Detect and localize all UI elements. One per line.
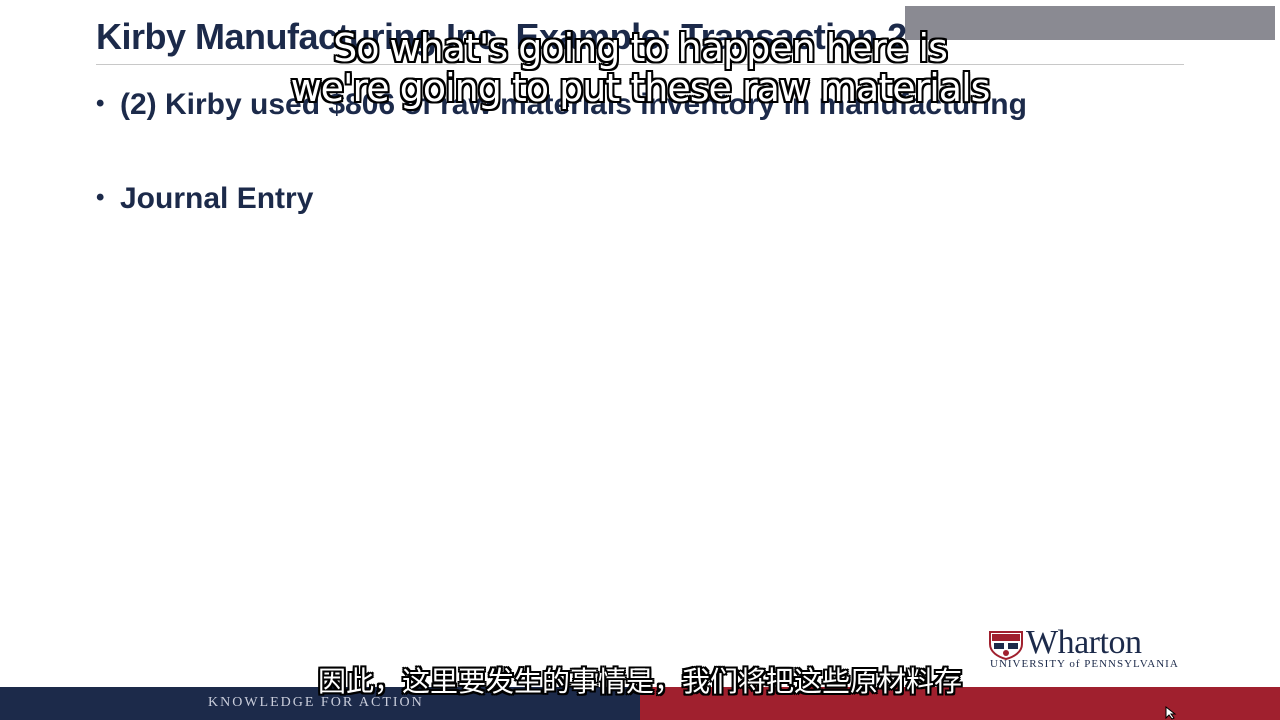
slide-title: Kirby Manufacturing Inc. Example: Transa…: [96, 16, 907, 57]
footer-tagline: KNOWLEDGE FOR ACTION: [208, 695, 424, 710]
bullet-item: • Journal Entry: [96, 182, 313, 216]
bullet-text: Journal Entry: [120, 182, 314, 215]
logo-wordmark: Wharton: [1026, 624, 1142, 661]
title-divider: [96, 64, 1184, 65]
subtitle-chinese: 因此，这里要发生的事情是，我们将把这些原材料存: [317, 665, 962, 698]
overlay-box: [905, 6, 1275, 40]
shield-icon: [989, 631, 1023, 660]
footer-navy-bar: KNOWLEDGE FOR ACTION: [0, 687, 640, 720]
logo-institution: UNIVERSITY of PENNSYLVANIA: [990, 658, 1179, 670]
bullet-dot: •: [96, 90, 105, 117]
bullet-item: • (2) Kirby used $806 of raw materials in…: [96, 88, 1027, 122]
wharton-logo: Wharton UNIVERSITY of PENNSYLVANIA: [988, 624, 1193, 672]
mouse-cursor-icon: [1165, 706, 1177, 720]
bullet-dot: •: [96, 184, 105, 211]
bullet-text: (2) Kirby used $806 of raw materials inv…: [120, 88, 1027, 121]
subtitle-english-line-2: we're going to put these raw materials: [290, 66, 991, 110]
subtitle-english-line-1: So what's going to happen here is: [333, 26, 948, 70]
